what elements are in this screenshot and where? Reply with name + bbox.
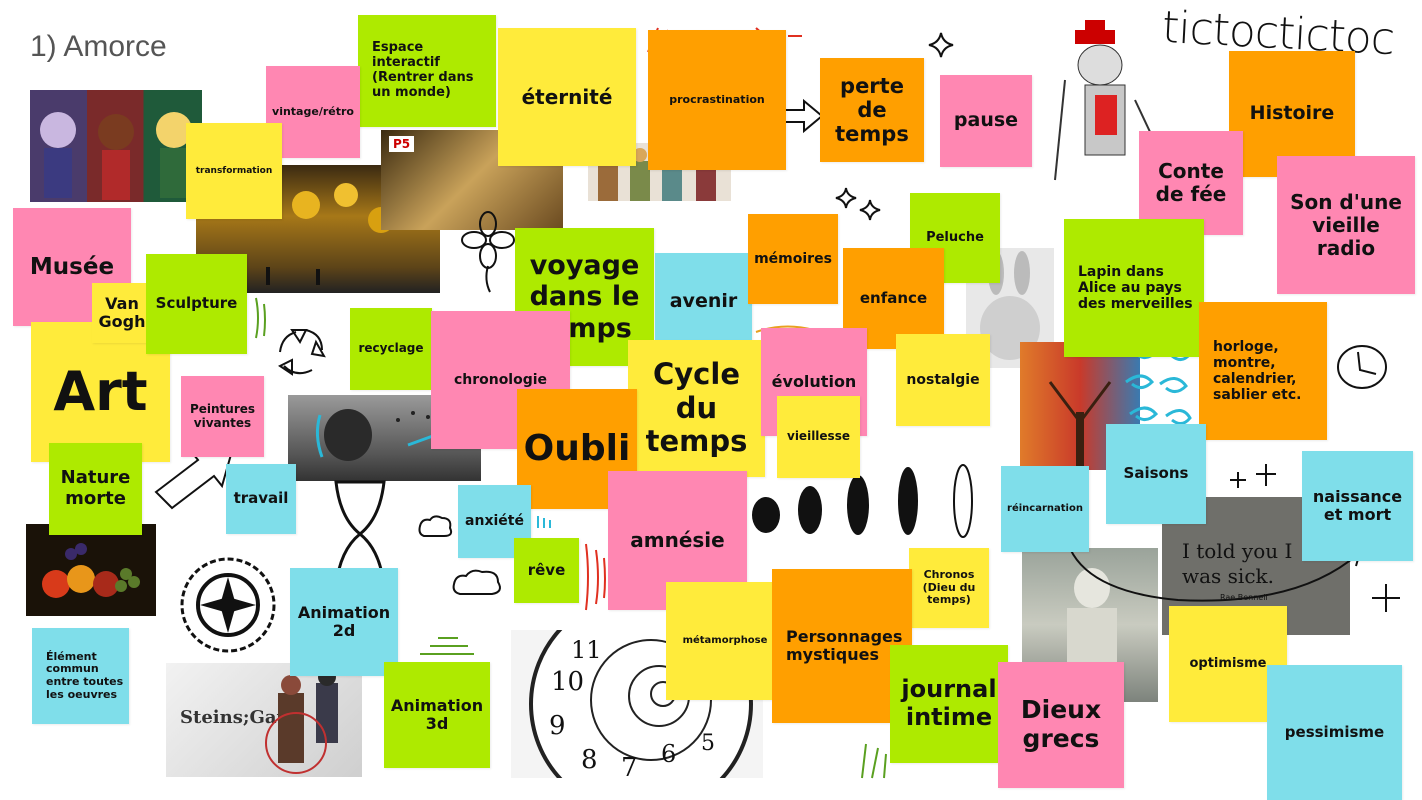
note-vieillesse: vieillesse bbox=[777, 396, 860, 478]
green-lines-decoration bbox=[420, 637, 474, 655]
steins-gate-characters bbox=[265, 668, 338, 774]
gravestone-text: I told you I was sick. bbox=[1182, 539, 1293, 588]
note-nostalgie: nostalgie bbox=[896, 334, 990, 426]
note-travail: travail bbox=[226, 464, 296, 534]
note-pause: pause bbox=[940, 75, 1032, 167]
cloud-icon bbox=[452, 569, 501, 595]
emblem-drawing bbox=[180, 557, 276, 653]
svg-text:9: 9 bbox=[549, 711, 566, 741]
note-reve: rêve bbox=[514, 538, 579, 603]
sparkle-icon bbox=[835, 187, 881, 221]
note-naissance: naissance et mort bbox=[1302, 451, 1413, 561]
note-nature: Nature morte bbox=[49, 443, 142, 535]
svg-text:5: 5 bbox=[701, 731, 715, 756]
green-lines-decoration bbox=[255, 297, 266, 339]
note-animation3d: Animation 3d bbox=[384, 662, 490, 768]
plus-icon bbox=[1230, 464, 1276, 488]
anime-characters-drawing bbox=[40, 112, 192, 200]
note-metamorphose: métamorphose bbox=[666, 582, 784, 700]
note-recyclage: recyclage bbox=[350, 308, 432, 390]
sparkle-icon bbox=[928, 32, 954, 58]
evolution-drawing bbox=[752, 464, 973, 538]
slide-title: 1) Amorce bbox=[30, 30, 167, 63]
blue-lines-decoration bbox=[537, 516, 551, 528]
arrow-right-icon bbox=[781, 98, 824, 134]
note-conte: Conte de fée bbox=[1139, 131, 1243, 235]
note-sculpture: Sculpture bbox=[146, 254, 247, 354]
flower-icon bbox=[461, 211, 515, 293]
note-espace: Espace interactif (Rentrer dans un monde… bbox=[358, 15, 496, 127]
evolution-silhouettes-image bbox=[748, 455, 1000, 545]
seasons-tree-image bbox=[1020, 342, 1140, 470]
rabbit-illustration-image bbox=[1045, 20, 1185, 190]
note-lapin: Lapin dans Alice au pays des merveilles bbox=[1064, 219, 1204, 357]
note-pessimisme: pessimisme bbox=[1267, 665, 1402, 800]
anime-characters-image bbox=[30, 90, 202, 202]
note-element: Élément commun entre toutes les oeuvres bbox=[32, 628, 129, 724]
note-saisons: Saisons bbox=[1106, 424, 1206, 524]
note-dieux: Dieux grecs bbox=[998, 662, 1124, 788]
p5-logo: P5 bbox=[389, 136, 415, 152]
recycle-icon bbox=[278, 329, 326, 376]
clock-emblem-image bbox=[178, 555, 278, 655]
tree-drawing bbox=[1048, 381, 1112, 470]
svg-text:10: 10 bbox=[551, 667, 584, 697]
steins-gate-logo: Steins;Gate bbox=[180, 707, 297, 728]
note-reincarnation: réincarnation bbox=[1001, 466, 1089, 552]
green-lines-decoration bbox=[861, 743, 887, 779]
svg-text:7: 7 bbox=[621, 753, 638, 778]
svg-text:8: 8 bbox=[581, 745, 598, 775]
note-memoires: mémoires bbox=[748, 214, 838, 304]
note-chronos: Chronos (Dieu du temps) bbox=[909, 548, 989, 628]
svg-text:11: 11 bbox=[571, 636, 602, 664]
note-personnages: Personnages mystiques bbox=[772, 569, 912, 723]
red-lines-decoration bbox=[585, 543, 606, 611]
cloud-icon bbox=[418, 515, 453, 537]
note-journal: journal intime bbox=[890, 645, 1008, 763]
note-peintures: Peintures vivantes bbox=[181, 376, 264, 457]
note-procrastination: procrastination bbox=[648, 30, 786, 170]
plus-icon bbox=[1372, 584, 1400, 612]
fruit-still-life-image bbox=[26, 524, 156, 616]
steins-gate-image: Steins;Gate bbox=[166, 663, 362, 777]
clock-icon bbox=[1337, 345, 1387, 389]
note-avenir: avenir bbox=[655, 253, 752, 350]
note-perte: perte de temps bbox=[820, 58, 924, 162]
note-cycle: Cycle du temps bbox=[628, 340, 765, 477]
svg-text:6: 6 bbox=[661, 740, 676, 768]
note-horloge: horloge, montre, calendrier, sablier etc… bbox=[1199, 302, 1327, 440]
fruit-drawing bbox=[42, 543, 140, 598]
note-son: Son d'une vieille radio bbox=[1277, 156, 1415, 294]
note-vangogh: Van Gogh bbox=[92, 283, 152, 343]
note-eternite: éternité bbox=[498, 28, 636, 166]
note-transformation: transformation bbox=[186, 123, 282, 219]
note-animation2d: Animation 2d bbox=[290, 568, 398, 676]
